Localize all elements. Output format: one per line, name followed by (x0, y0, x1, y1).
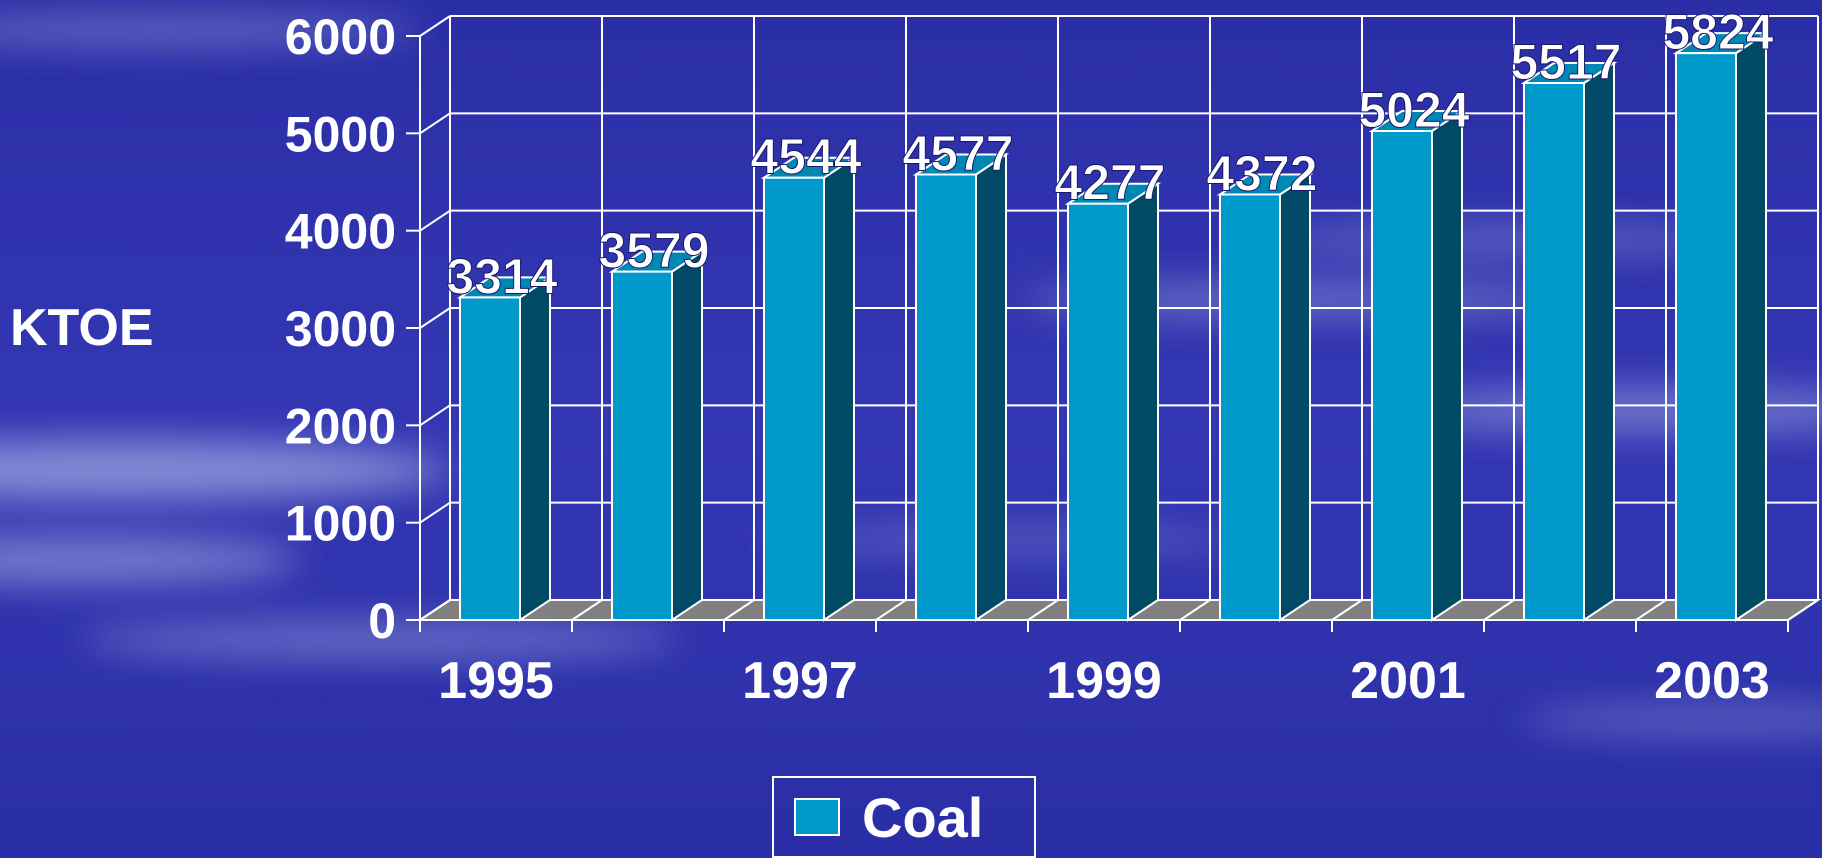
gridline-side (419, 112, 451, 135)
x-tick-label: 2001 (1350, 652, 1466, 710)
bar (1523, 82, 1585, 621)
bar (1675, 52, 1737, 621)
data-label: 4372 (1206, 145, 1317, 201)
bar-side (1583, 61, 1615, 622)
data-label: 4544 (750, 129, 861, 185)
bar-side (1431, 109, 1463, 622)
floor-separator (1787, 599, 1819, 621)
floor-separator (723, 599, 755, 621)
bar (1067, 202, 1129, 622)
floor-separator (571, 599, 603, 621)
y-tick-label: 6000 (285, 9, 396, 65)
floor-separator (1635, 599, 1667, 621)
bar (611, 270, 673, 621)
floor-separator (1179, 599, 1211, 621)
bar-side (1127, 181, 1159, 622)
floor-separator (1331, 599, 1363, 621)
bar-side (975, 152, 1007, 622)
gridline-side (419, 15, 451, 37)
bar-side (823, 155, 855, 622)
bar (763, 176, 825, 621)
legend: Coal (772, 776, 1036, 858)
y-tick-label: 5000 (285, 106, 396, 162)
y-tick-label: 2000 (285, 398, 396, 454)
bar-side (519, 275, 551, 622)
data-label: 5517 (1510, 34, 1621, 90)
bar-side (671, 249, 703, 622)
data-label: 5824 (1662, 4, 1773, 60)
gridline-side (419, 209, 451, 232)
data-label: 3579 (598, 223, 709, 279)
bar-side (1735, 31, 1767, 622)
x-tick-label: 1997 (742, 652, 858, 710)
bar (1219, 193, 1281, 621)
bar (1371, 129, 1433, 621)
gridline-side (419, 307, 451, 329)
legend-swatch-coal (794, 798, 840, 836)
floor-separator (1027, 599, 1059, 621)
bar (459, 296, 521, 621)
x-tick-label: 1995 (438, 652, 554, 710)
y-tick-label: 0 (368, 593, 396, 649)
x-tick-label: 1999 (1046, 652, 1162, 710)
bar (915, 173, 977, 621)
data-label: 4577 (902, 126, 1013, 182)
floor-separator (875, 599, 907, 621)
data-label: 3314 (446, 248, 557, 304)
data-label: 5024 (1358, 82, 1469, 138)
gridline-side (419, 404, 451, 427)
bar-side (1279, 172, 1311, 622)
floor-separator (419, 599, 451, 621)
x-tick-label: 2003 (1654, 652, 1770, 710)
data-label: 4277 (1054, 155, 1165, 211)
y-tick-label: 1000 (285, 496, 396, 552)
floor-separator (1483, 599, 1515, 621)
gridline-side (419, 501, 451, 524)
legend-label-coal: Coal (862, 785, 984, 849)
y-tick-label: 4000 (285, 204, 396, 260)
y-axis-title: KTOE (10, 299, 154, 357)
y-tick-label: 3000 (285, 301, 396, 357)
